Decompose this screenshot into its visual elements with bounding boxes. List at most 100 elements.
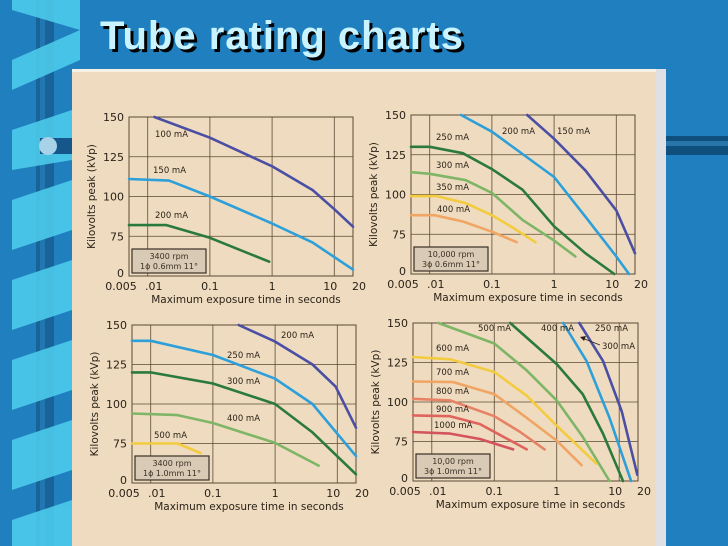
y-tick-label: 100: [385, 189, 406, 202]
series-line-350ma: [409, 194, 537, 244]
series-line-700ma: [411, 380, 583, 467]
series-line-200ma: [127, 223, 271, 263]
y-tick-label: 125: [387, 357, 408, 370]
x-tick-label: 20: [637, 485, 651, 498]
tube-spec-text: 1ϕ 1.0mm 11°: [143, 469, 201, 478]
series-label: 200 mA: [281, 331, 314, 341]
series-line-100ma: [153, 115, 355, 228]
x-tick-label: 0.1: [204, 487, 222, 500]
tube-spec-text: 10,00 rpm: [432, 457, 474, 466]
background-decoration: [12, 0, 728, 546]
series-label: 400 mA: [227, 414, 260, 424]
tube-spec-box: [134, 455, 210, 481]
series-label: 250 mA: [436, 133, 469, 143]
series-label: 250 mA: [595, 324, 628, 334]
arrow-head-icon: [580, 336, 586, 341]
series-line-400ma: [508, 321, 625, 483]
x-tick-label: .01: [148, 487, 166, 500]
series-label: 400 mA: [437, 205, 470, 215]
x-axis-label: Maximum exposure time in seconds: [151, 294, 341, 306]
series-line-900ma: [411, 414, 528, 451]
x-tick-label: 1: [269, 280, 276, 293]
y-tick-label: 150: [385, 109, 406, 122]
x-axis-label: Maximum exposure time in seconds: [154, 501, 344, 513]
x-tick-label: 1: [551, 278, 558, 291]
y-tick-label: 100: [387, 396, 408, 409]
series-label: 200 mA: [502, 127, 535, 137]
x-tick-label: 0.005: [108, 487, 140, 500]
series-label: 250 mA: [227, 351, 260, 361]
series-line-150ma: [525, 113, 637, 255]
slide-title: Tube rating charts: [100, 14, 464, 58]
x-tick-label: .01: [429, 485, 447, 498]
series-label: 1000 mA: [434, 421, 473, 431]
y-tick-label: 75: [392, 228, 406, 241]
series-line-300ma: [561, 321, 633, 483]
series-line-300ma: [130, 371, 358, 476]
series-line-1000ma: [411, 430, 515, 451]
series-label: 600 mA: [436, 344, 469, 354]
y-axis-label: Kilovolts peak (kVp): [370, 350, 382, 455]
x-tick-label: 10: [326, 487, 340, 500]
series-label: 150 mA: [153, 166, 186, 176]
x-tick-label: .01: [427, 278, 445, 291]
series-line-250ma: [409, 145, 616, 276]
series-label: 500 mA: [154, 431, 187, 441]
chart-4: 0 75 100 125 150 0.005 .01 0.1 1 10 20 Maximum expo…: [370, 317, 651, 511]
x-tick-label: 0.1: [483, 278, 501, 291]
series-label: 900 mA: [436, 405, 469, 415]
tube-spec-text: 3400 rpm: [152, 459, 191, 468]
y-tick-label: 100: [103, 191, 124, 204]
tube-spec-text: 3400 rpm: [149, 252, 188, 261]
y-tick-label: 150: [103, 111, 124, 124]
x-tick-label: 10: [605, 278, 619, 291]
y-axis-label: Kilovolts peak (kVp): [89, 352, 101, 457]
x-tick-label: 20: [355, 487, 369, 500]
y-tick-label: 75: [113, 438, 127, 451]
chart-2: 0 75 100 125 150 0.005 .01 0.1 1 10 20 Maximum expo…: [368, 109, 648, 304]
x-tick-label: .01: [145, 280, 163, 293]
series-label: 300 mA: [602, 342, 635, 352]
tube-spec-text: 3ϕ 0.6mm 11°: [422, 260, 480, 269]
series-line-600ma: [411, 355, 598, 465]
chart-3: 0 75 100 125 150 0.005 .01 0.1 1 10 20 Maximum expo…: [89, 319, 369, 513]
x-tick-label: 20: [352, 280, 366, 293]
series-line-250ma: [130, 339, 358, 458]
x-axis-label: Maximum exposure time in seconds: [436, 499, 626, 511]
y-tick-label: 0: [399, 265, 406, 278]
series-label: 100 mA: [155, 130, 188, 140]
annotation-arrow: [581, 337, 601, 346]
y-tick-label: 125: [103, 151, 124, 164]
series-label: 300 mA: [436, 161, 469, 171]
y-tick-label: 150: [387, 317, 408, 330]
series-line-400ma: [130, 412, 320, 467]
x-tick-label: 1: [272, 487, 279, 500]
y-tick-label: 150: [106, 319, 127, 332]
y-tick-label: 75: [394, 436, 408, 449]
x-tick-label: 0.1: [201, 280, 219, 293]
series-line-200ma: [237, 323, 358, 429]
x-tick-label: 10: [608, 485, 622, 498]
y-axis-label: Kilovolts peak (kVp): [86, 144, 98, 249]
series-label: 700 mA: [436, 368, 469, 378]
series-line-150ma: [127, 177, 355, 271]
y-tick-label: 125: [385, 149, 406, 162]
series-line-400ma: [409, 213, 518, 244]
tube-spec-text: 3ϕ 1.0mm 11°: [424, 467, 482, 476]
series-label: 400 mA: [541, 324, 574, 334]
x-tick-label: 1: [553, 485, 560, 498]
series-line-500ma: [130, 442, 202, 455]
chart-1: 0 75 100 125 150 0.005 .01 0.1 1 10 20 Maximum expo…: [86, 111, 366, 306]
tube-spec-box: [415, 453, 491, 479]
tube-spec-text: 1ϕ 0.6mm 11°: [140, 262, 198, 271]
tube-spec-box: [413, 246, 489, 272]
series-label: 500 mA: [478, 324, 511, 334]
x-tick-label: 0.005: [389, 485, 421, 498]
y-axis-label: Kilovolts peak (kVp): [368, 142, 380, 247]
series-label: 150 mA: [557, 127, 590, 137]
y-tick-label: 100: [106, 398, 127, 411]
series-line-500ma: [437, 321, 611, 483]
series-line-800ma: [411, 397, 546, 451]
y-tick-label: 0: [117, 267, 124, 280]
